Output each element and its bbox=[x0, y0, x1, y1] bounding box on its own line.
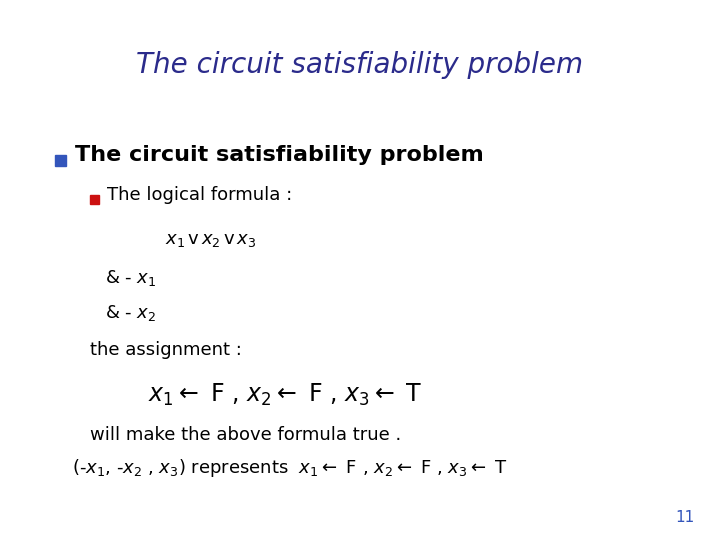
Text: 11: 11 bbox=[676, 510, 695, 525]
Text: & - $x_2$: & - $x_2$ bbox=[105, 303, 156, 323]
Text: (-$x_1$, -$x_2$ , $x_3$) represents  $x_1 \leftarrow$ F , $x_2 \leftarrow$ F , $: (-$x_1$, -$x_2$ , $x_3$) represents $x_1… bbox=[72, 457, 508, 479]
Bar bbox=[90, 195, 99, 204]
Bar bbox=[55, 155, 66, 166]
Text: & - $x_1$: & - $x_1$ bbox=[105, 268, 156, 288]
Text: $x_1\,\mathsf{v}\,x_2\,\mathsf{v}\,x_3$: $x_1\,\mathsf{v}\,x_2\,\mathsf{v}\,x_3$ bbox=[165, 231, 256, 249]
Text: will make the above formula true .: will make the above formula true . bbox=[90, 426, 401, 444]
Text: The circuit satisfiability problem: The circuit satisfiability problem bbox=[137, 51, 583, 79]
Text: The circuit satisfiability problem: The circuit satisfiability problem bbox=[75, 145, 484, 165]
Text: The logical formula :: The logical formula : bbox=[107, 186, 292, 204]
Text: $x_1 \leftarrow$ F , $x_2 \leftarrow$ F , $x_3 \leftarrow$ T: $x_1 \leftarrow$ F , $x_2 \leftarrow$ F … bbox=[148, 382, 423, 408]
Text: the assignment :: the assignment : bbox=[90, 341, 242, 359]
